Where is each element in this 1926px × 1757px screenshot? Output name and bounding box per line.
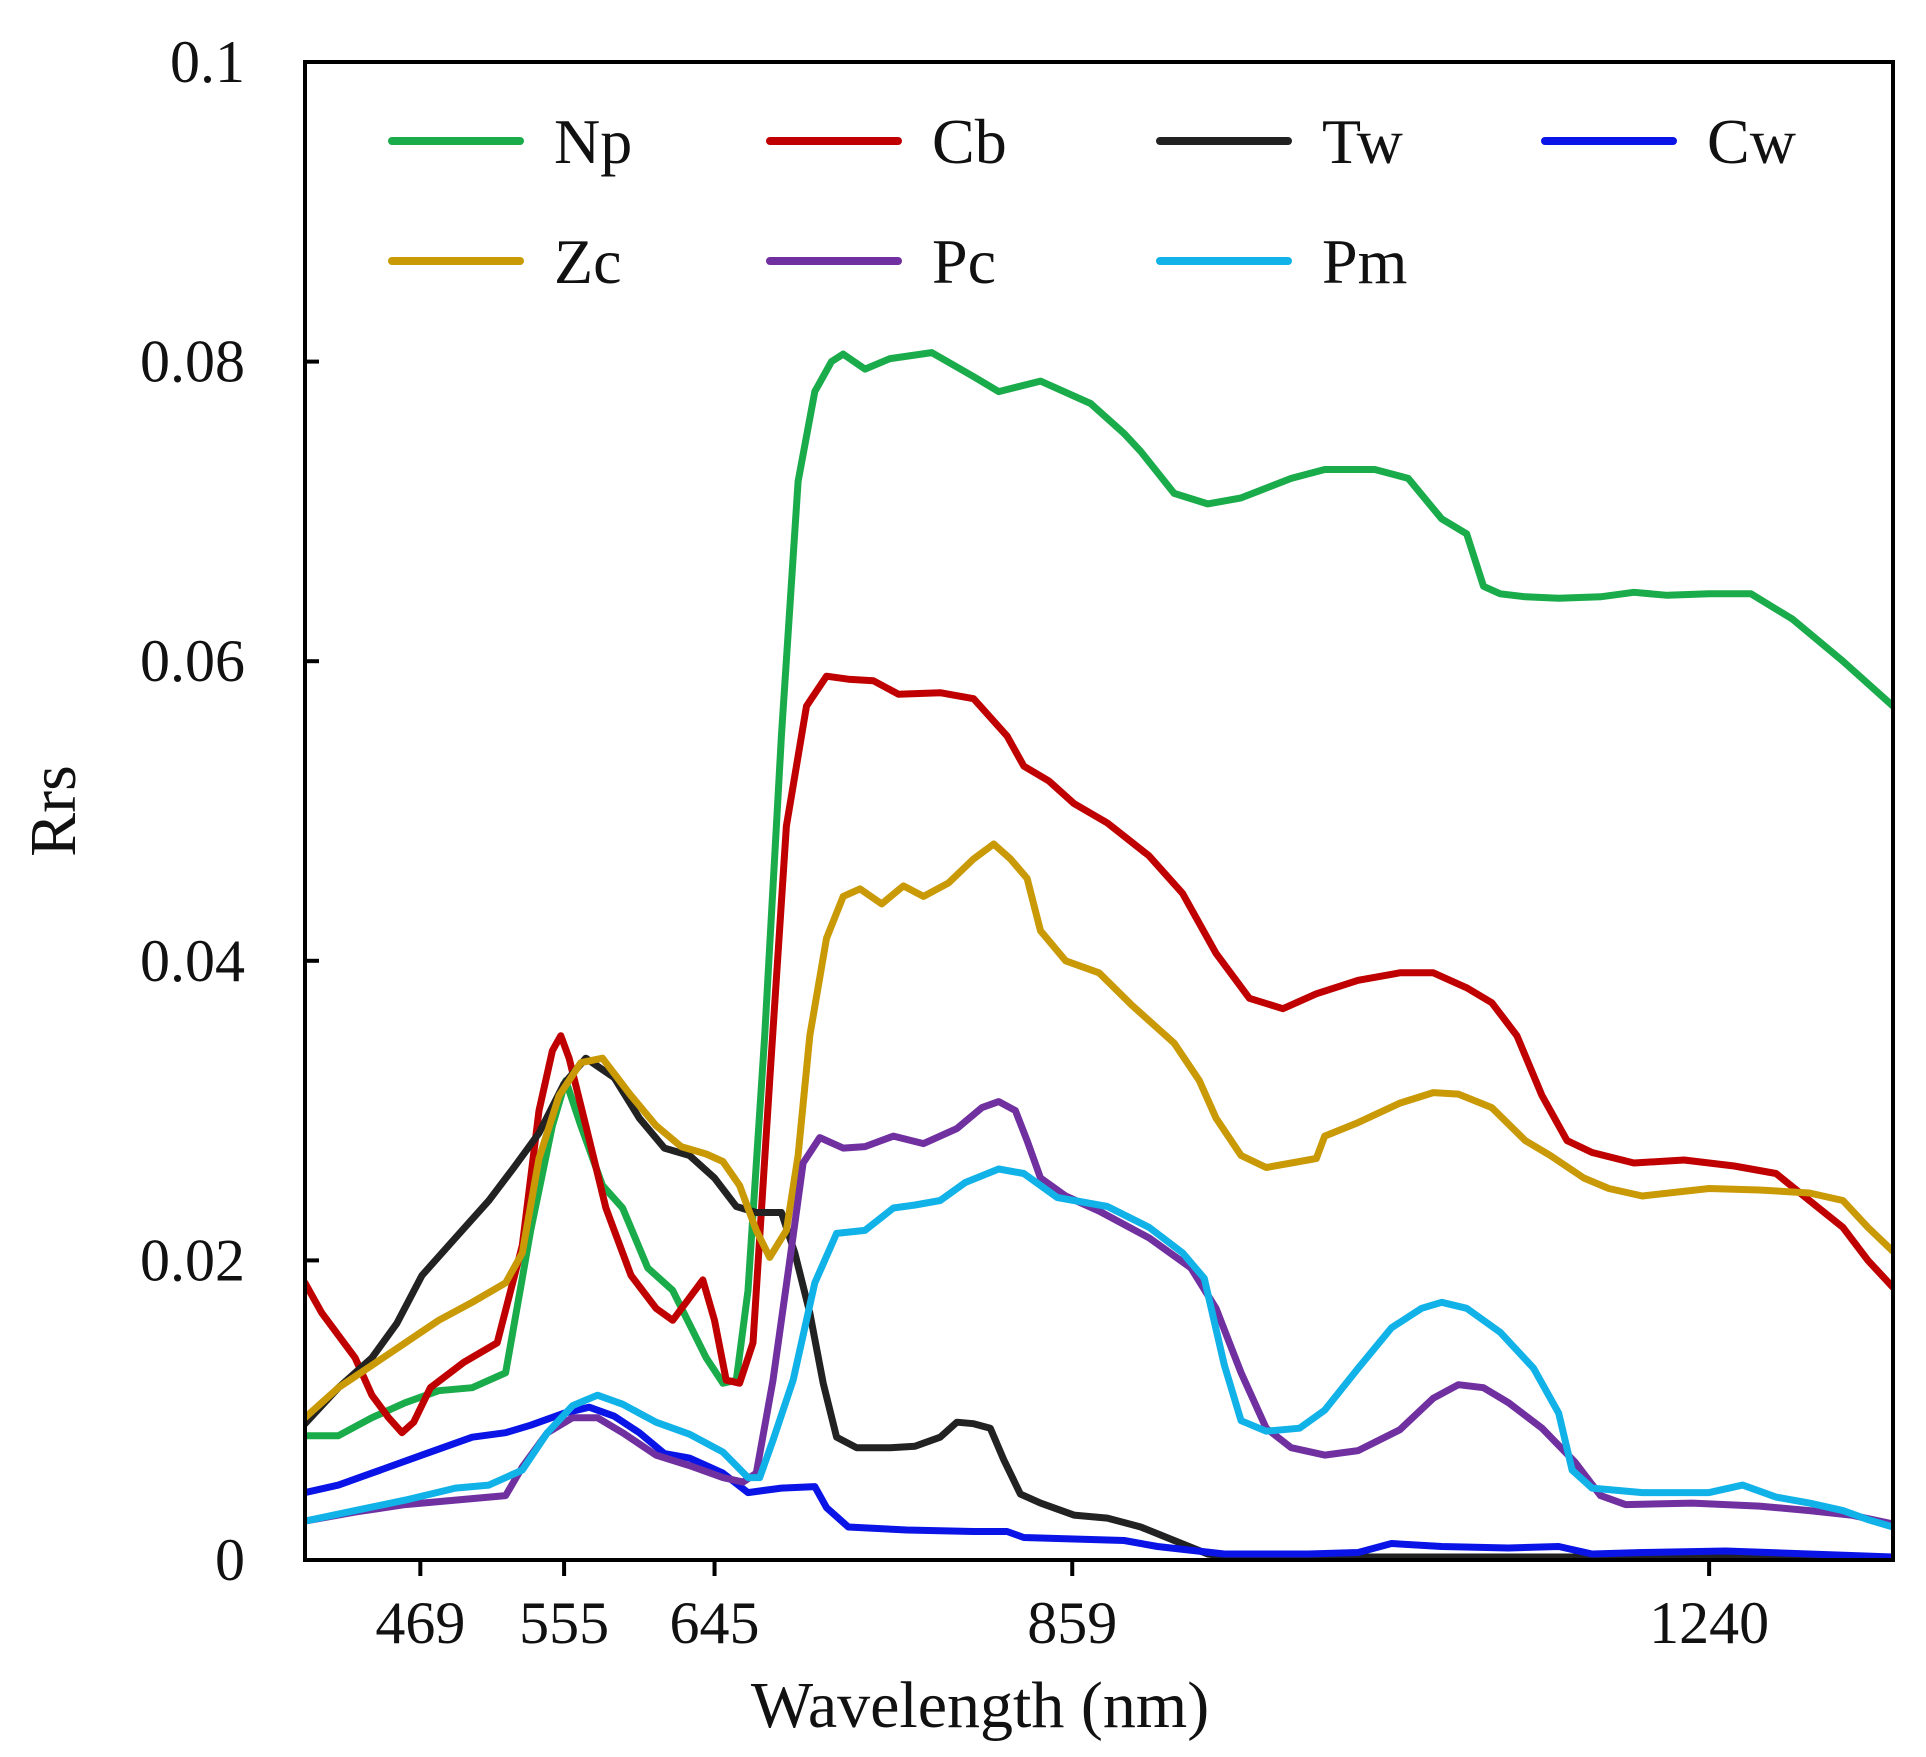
x-tick-label: 469 (375, 1590, 465, 1656)
legend-label-cw: Cw (1707, 106, 1796, 177)
series-line-np (305, 349, 1893, 1440)
x-tick-label: 859 (1027, 1590, 1117, 1656)
x-tick-label: 555 (519, 1590, 609, 1656)
y-tick-label: 0 (215, 1527, 245, 1593)
legend: Np Cb Tw Cw Zc Pc Pm (388, 106, 1796, 297)
y-tick-label: 0.1 (170, 29, 245, 95)
x-axis: 469 555 645 859 1240 (375, 1560, 1769, 1656)
series-layer (305, 349, 1893, 1560)
legend-label-tw: Tw (1322, 106, 1403, 177)
x-tick-label: 645 (670, 1590, 760, 1656)
x-tick-label: 1240 (1649, 1590, 1769, 1656)
y-tick-label: 0.02 (140, 1227, 245, 1293)
legend-label-pc: Pc (932, 226, 996, 297)
series-line-pm (305, 1165, 1893, 1531)
legend-label-zc: Zc (554, 226, 622, 297)
plot-area-frame (303, 60, 1895, 1562)
y-tick-label: 0.08 (140, 329, 245, 395)
y-tick-label: 0.06 (140, 628, 245, 694)
legend-label-np: Np (554, 106, 632, 177)
legend-label-pm: Pm (1322, 226, 1407, 297)
legend-label-cb: Cb (932, 106, 1007, 177)
series-line-cb (305, 672, 1893, 1437)
y-tick-label: 0.04 (140, 928, 245, 994)
x-axis-title: Wavelength (nm) (751, 1669, 1209, 1742)
y-axis: 0 0.02 0.04 0.06 0.08 0.1 (140, 29, 319, 1593)
series-line-pc (305, 1098, 1893, 1528)
series-line-tw (305, 1054, 1893, 1560)
series-line-zc (305, 840, 1893, 1422)
y-axis-title: Rrs (17, 765, 90, 857)
series-line-cw (305, 1403, 1893, 1560)
